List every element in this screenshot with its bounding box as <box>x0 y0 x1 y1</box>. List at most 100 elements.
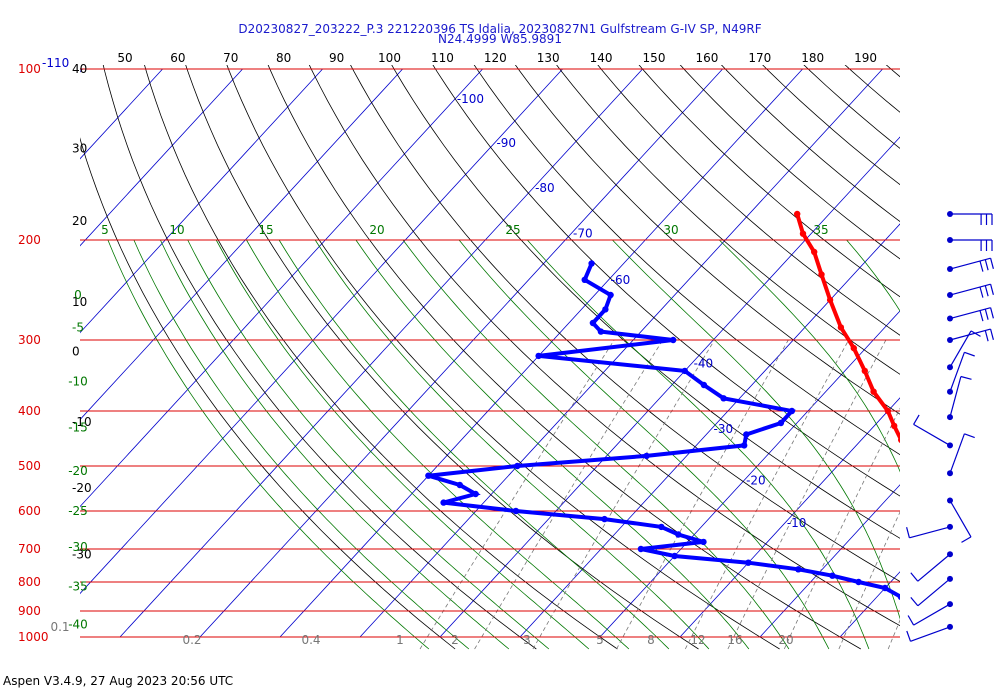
wetbulb-left-label: -10 <box>68 375 88 389</box>
wind-barb-flag <box>913 414 920 425</box>
mixing-ratio-line <box>616 339 789 650</box>
dewpoint-point <box>472 490 479 498</box>
dewpoint-point <box>440 499 447 506</box>
dewpoint-point <box>607 291 614 299</box>
isotherm-line <box>80 68 563 595</box>
moist-adiabat-line <box>527 239 870 650</box>
wind-barb-flag <box>961 536 972 543</box>
wind-barb-staff <box>913 603 951 626</box>
temperature-point <box>967 605 973 611</box>
top-scale-label: 180 <box>801 51 824 65</box>
pressure-tick-label: 100 <box>18 62 41 76</box>
temperature-point <box>955 571 961 577</box>
isotherm-line <box>80 68 323 334</box>
temperature-point <box>850 344 857 352</box>
isotherm-line <box>759 484 900 638</box>
dewpoint-point <box>601 515 608 523</box>
wind-barb-station <box>947 414 953 421</box>
isotherm-line <box>920 69 1000 637</box>
top-scale-label: 190 <box>854 51 877 65</box>
height-tick-label: 30 <box>72 141 87 155</box>
dry-adiabat-line <box>844 65 900 113</box>
dewpoint-point <box>512 507 520 515</box>
isotherm-label: -10 <box>787 516 807 530</box>
temperature-point <box>959 588 965 594</box>
dewpoint-point <box>777 419 785 427</box>
dry-adiabat-line <box>308 65 900 627</box>
wind-barb-flag <box>984 330 989 342</box>
wind-barb-staff <box>949 352 965 392</box>
wind-barb-station <box>947 211 953 217</box>
moist-adiabat-line <box>133 239 470 650</box>
wind-barb-flag <box>990 328 994 340</box>
top-scale-label: 110 <box>431 51 454 65</box>
isotherm-label: -100 <box>457 92 484 106</box>
wind-barb-flag <box>979 286 984 298</box>
dewpoint-point <box>589 319 597 327</box>
wind-barb-station <box>947 497 953 504</box>
wetbulb-label: 5 <box>101 223 109 237</box>
isotherm-label: -20 <box>746 473 766 487</box>
wetbulb-left-label: -5 <box>72 320 84 334</box>
isotherm-label: -80 <box>535 181 555 195</box>
wind-barb-staff <box>949 283 991 296</box>
wind-barb-flag <box>979 260 984 272</box>
dewpoint-point <box>670 336 677 344</box>
wind-barb-station <box>947 266 953 272</box>
dewpoint-point <box>795 566 802 573</box>
wind-barb-station <box>947 292 953 298</box>
temperature-point <box>826 296 834 304</box>
moist-adiabat-line <box>612 239 900 620</box>
top-scale-label: 170 <box>748 51 771 65</box>
mixing-ratio-line <box>783 407 900 650</box>
temperature-point <box>861 367 868 375</box>
dry-adiabat-line <box>473 65 900 456</box>
moist-adiabat-line <box>187 239 550 650</box>
temperature-point <box>989 634 995 640</box>
height-tick-label: 20 <box>72 214 87 228</box>
moist-adiabat-line <box>402 239 790 650</box>
temperature-point <box>959 579 965 585</box>
temperature-point <box>794 210 801 218</box>
top-scale-label: 70 <box>223 51 238 65</box>
wind-barb-station <box>947 623 953 630</box>
height-tick-label: -10 <box>72 415 92 429</box>
top-scale-label: 100 <box>378 51 401 65</box>
mixing-ratio-label: 8 <box>647 633 655 647</box>
wetbulb-label: 25 <box>505 223 520 237</box>
moist-adiabat-line <box>246 239 630 650</box>
mixing-ratio-line <box>419 339 615 650</box>
wind-barb-flag <box>960 375 972 380</box>
dry-adiabat-line <box>185 65 699 650</box>
dry-adiabat-line <box>102 65 537 650</box>
dewpoint-point <box>897 593 900 600</box>
wetbulb-left-label: -40 <box>68 617 88 631</box>
isotherm-label: -70 <box>573 227 593 241</box>
dewpoint-point <box>743 431 750 438</box>
wind-barb-station <box>947 470 953 477</box>
dewpoint-point <box>741 442 748 449</box>
mixing-ratio-label: 1 <box>396 633 404 647</box>
temperature-point <box>942 546 948 552</box>
dewpoint-point <box>881 584 889 592</box>
isotherm-label: -60 <box>611 273 631 287</box>
pressure-tick-label: 200 <box>18 233 41 247</box>
wind-barb-staff <box>949 433 965 474</box>
temperature-point <box>811 248 818 256</box>
chart-footer: Aspen V3.4.9, 27 Aug 2023 20:56 UTC <box>3 674 234 688</box>
dewpoint-point <box>456 481 463 489</box>
wind-barb-station <box>947 601 953 608</box>
wind-barb-staff <box>909 526 951 539</box>
isotherm-line <box>119 68 643 638</box>
top-scale-label: 140 <box>590 51 613 65</box>
wind-barb-station <box>947 315 953 322</box>
pressure-tick-label: 600 <box>18 504 41 518</box>
temperature-point <box>818 271 825 278</box>
temperature-point <box>870 388 877 395</box>
temperature-point <box>910 450 916 456</box>
wind-barb-flag <box>910 572 919 582</box>
wind-barb-flag <box>910 597 919 607</box>
dry-adiabat-line <box>679 65 900 260</box>
